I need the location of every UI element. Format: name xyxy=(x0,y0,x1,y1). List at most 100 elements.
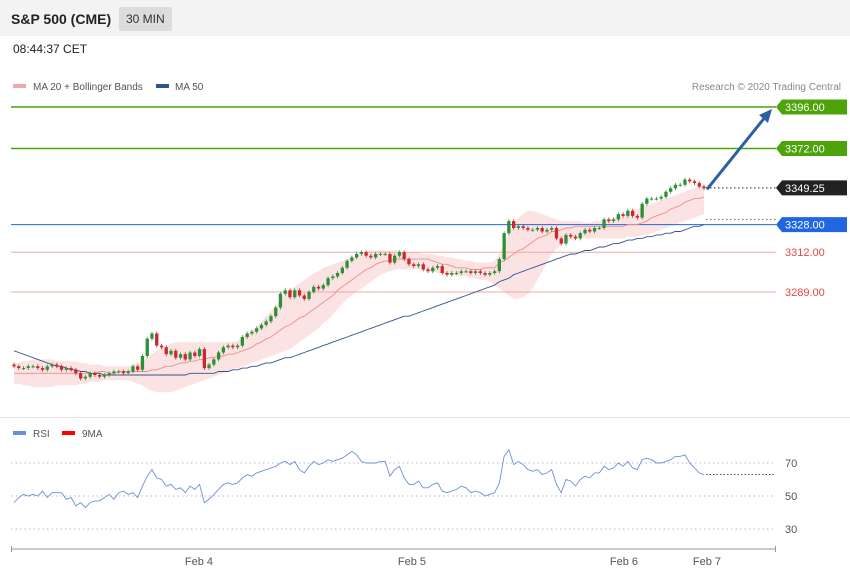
candle xyxy=(302,295,306,299)
candle xyxy=(17,366,21,368)
instrument-title: S&P 500 (CME) xyxy=(11,11,112,27)
candle xyxy=(621,214,625,216)
panel-separator xyxy=(0,417,850,418)
candle xyxy=(259,324,264,329)
level-label-3312.00: 3312.00 xyxy=(785,247,825,259)
rsi-tick-label: 30 xyxy=(785,524,797,536)
candle xyxy=(155,333,159,346)
level-tag-3349.25 xyxy=(776,180,847,196)
candle xyxy=(645,198,649,204)
candle xyxy=(569,234,573,237)
candle xyxy=(459,271,463,273)
candle xyxy=(450,273,454,275)
candle xyxy=(321,285,325,289)
candle xyxy=(554,228,559,239)
level-tag-3372.00 xyxy=(776,140,847,156)
candle xyxy=(507,221,511,234)
interval-selector[interactable]: 30 MIN xyxy=(119,7,172,31)
candle xyxy=(388,254,392,263)
candle xyxy=(121,371,126,374)
candle xyxy=(26,366,30,368)
ma50-legend-swatch xyxy=(156,84,169,88)
candle xyxy=(112,371,116,374)
candle xyxy=(145,338,149,356)
ma20-legend-swatch xyxy=(13,84,26,88)
candle xyxy=(231,345,235,348)
candle xyxy=(350,257,354,261)
candle xyxy=(550,228,554,230)
candle xyxy=(102,375,106,377)
candle xyxy=(683,179,687,185)
candle xyxy=(245,333,249,337)
candle xyxy=(293,290,297,298)
candle xyxy=(197,349,202,356)
candle xyxy=(531,229,535,231)
candle xyxy=(150,333,154,339)
candle xyxy=(88,373,92,377)
candle xyxy=(12,364,16,367)
x-tick-label: Feb 6 xyxy=(610,556,638,568)
candle xyxy=(407,259,411,265)
candle xyxy=(269,316,273,322)
candle xyxy=(250,331,254,334)
candle xyxy=(335,273,340,277)
level-label-3289.00: 3289.00 xyxy=(785,287,825,299)
candle xyxy=(635,215,639,218)
level-label-3396.00: 3396.00 xyxy=(785,102,825,114)
candle xyxy=(21,368,26,370)
candle xyxy=(226,345,230,348)
candle xyxy=(688,179,692,182)
level-tag-3396.00 xyxy=(776,99,847,115)
candle xyxy=(588,229,592,232)
candle xyxy=(659,196,663,199)
candle xyxy=(316,286,321,289)
candle xyxy=(607,219,611,222)
candle xyxy=(393,255,397,263)
candle xyxy=(573,236,578,239)
candle xyxy=(107,373,111,375)
level-label-3349.25: 3349.25 xyxy=(785,183,825,195)
rsi-line xyxy=(13,448,705,509)
rsi-tick-label: 50 xyxy=(785,491,797,503)
candle xyxy=(631,210,635,216)
candle xyxy=(221,347,225,353)
candle xyxy=(74,369,78,374)
candle xyxy=(93,373,97,375)
candle xyxy=(493,271,497,273)
candle xyxy=(69,368,73,370)
candle xyxy=(278,293,283,308)
candle xyxy=(164,347,168,355)
candle xyxy=(526,228,530,230)
candle xyxy=(516,226,520,228)
candle xyxy=(340,267,344,273)
candle xyxy=(454,273,459,274)
candle xyxy=(31,366,35,368)
candle xyxy=(702,186,706,189)
candle xyxy=(692,181,697,183)
candle xyxy=(159,345,164,348)
candle xyxy=(597,228,601,229)
candle xyxy=(359,252,363,254)
candle xyxy=(431,267,435,272)
candle xyxy=(383,254,387,255)
candle xyxy=(650,198,654,200)
candle xyxy=(469,271,473,273)
candle xyxy=(117,371,121,373)
candle xyxy=(202,349,206,369)
candle xyxy=(592,228,597,232)
ma20-legend-label: MA 20 + Bollinger Bands xyxy=(33,82,143,93)
candle xyxy=(207,364,211,369)
ma50-line xyxy=(13,224,705,376)
candle xyxy=(355,254,359,258)
candle xyxy=(559,238,563,244)
candle xyxy=(274,307,278,317)
candle xyxy=(183,354,187,360)
candle xyxy=(217,352,221,360)
candle xyxy=(312,286,316,292)
candle xyxy=(402,252,406,260)
candle xyxy=(36,366,40,368)
candle xyxy=(288,290,292,298)
candle xyxy=(264,321,268,325)
candle xyxy=(345,260,349,268)
